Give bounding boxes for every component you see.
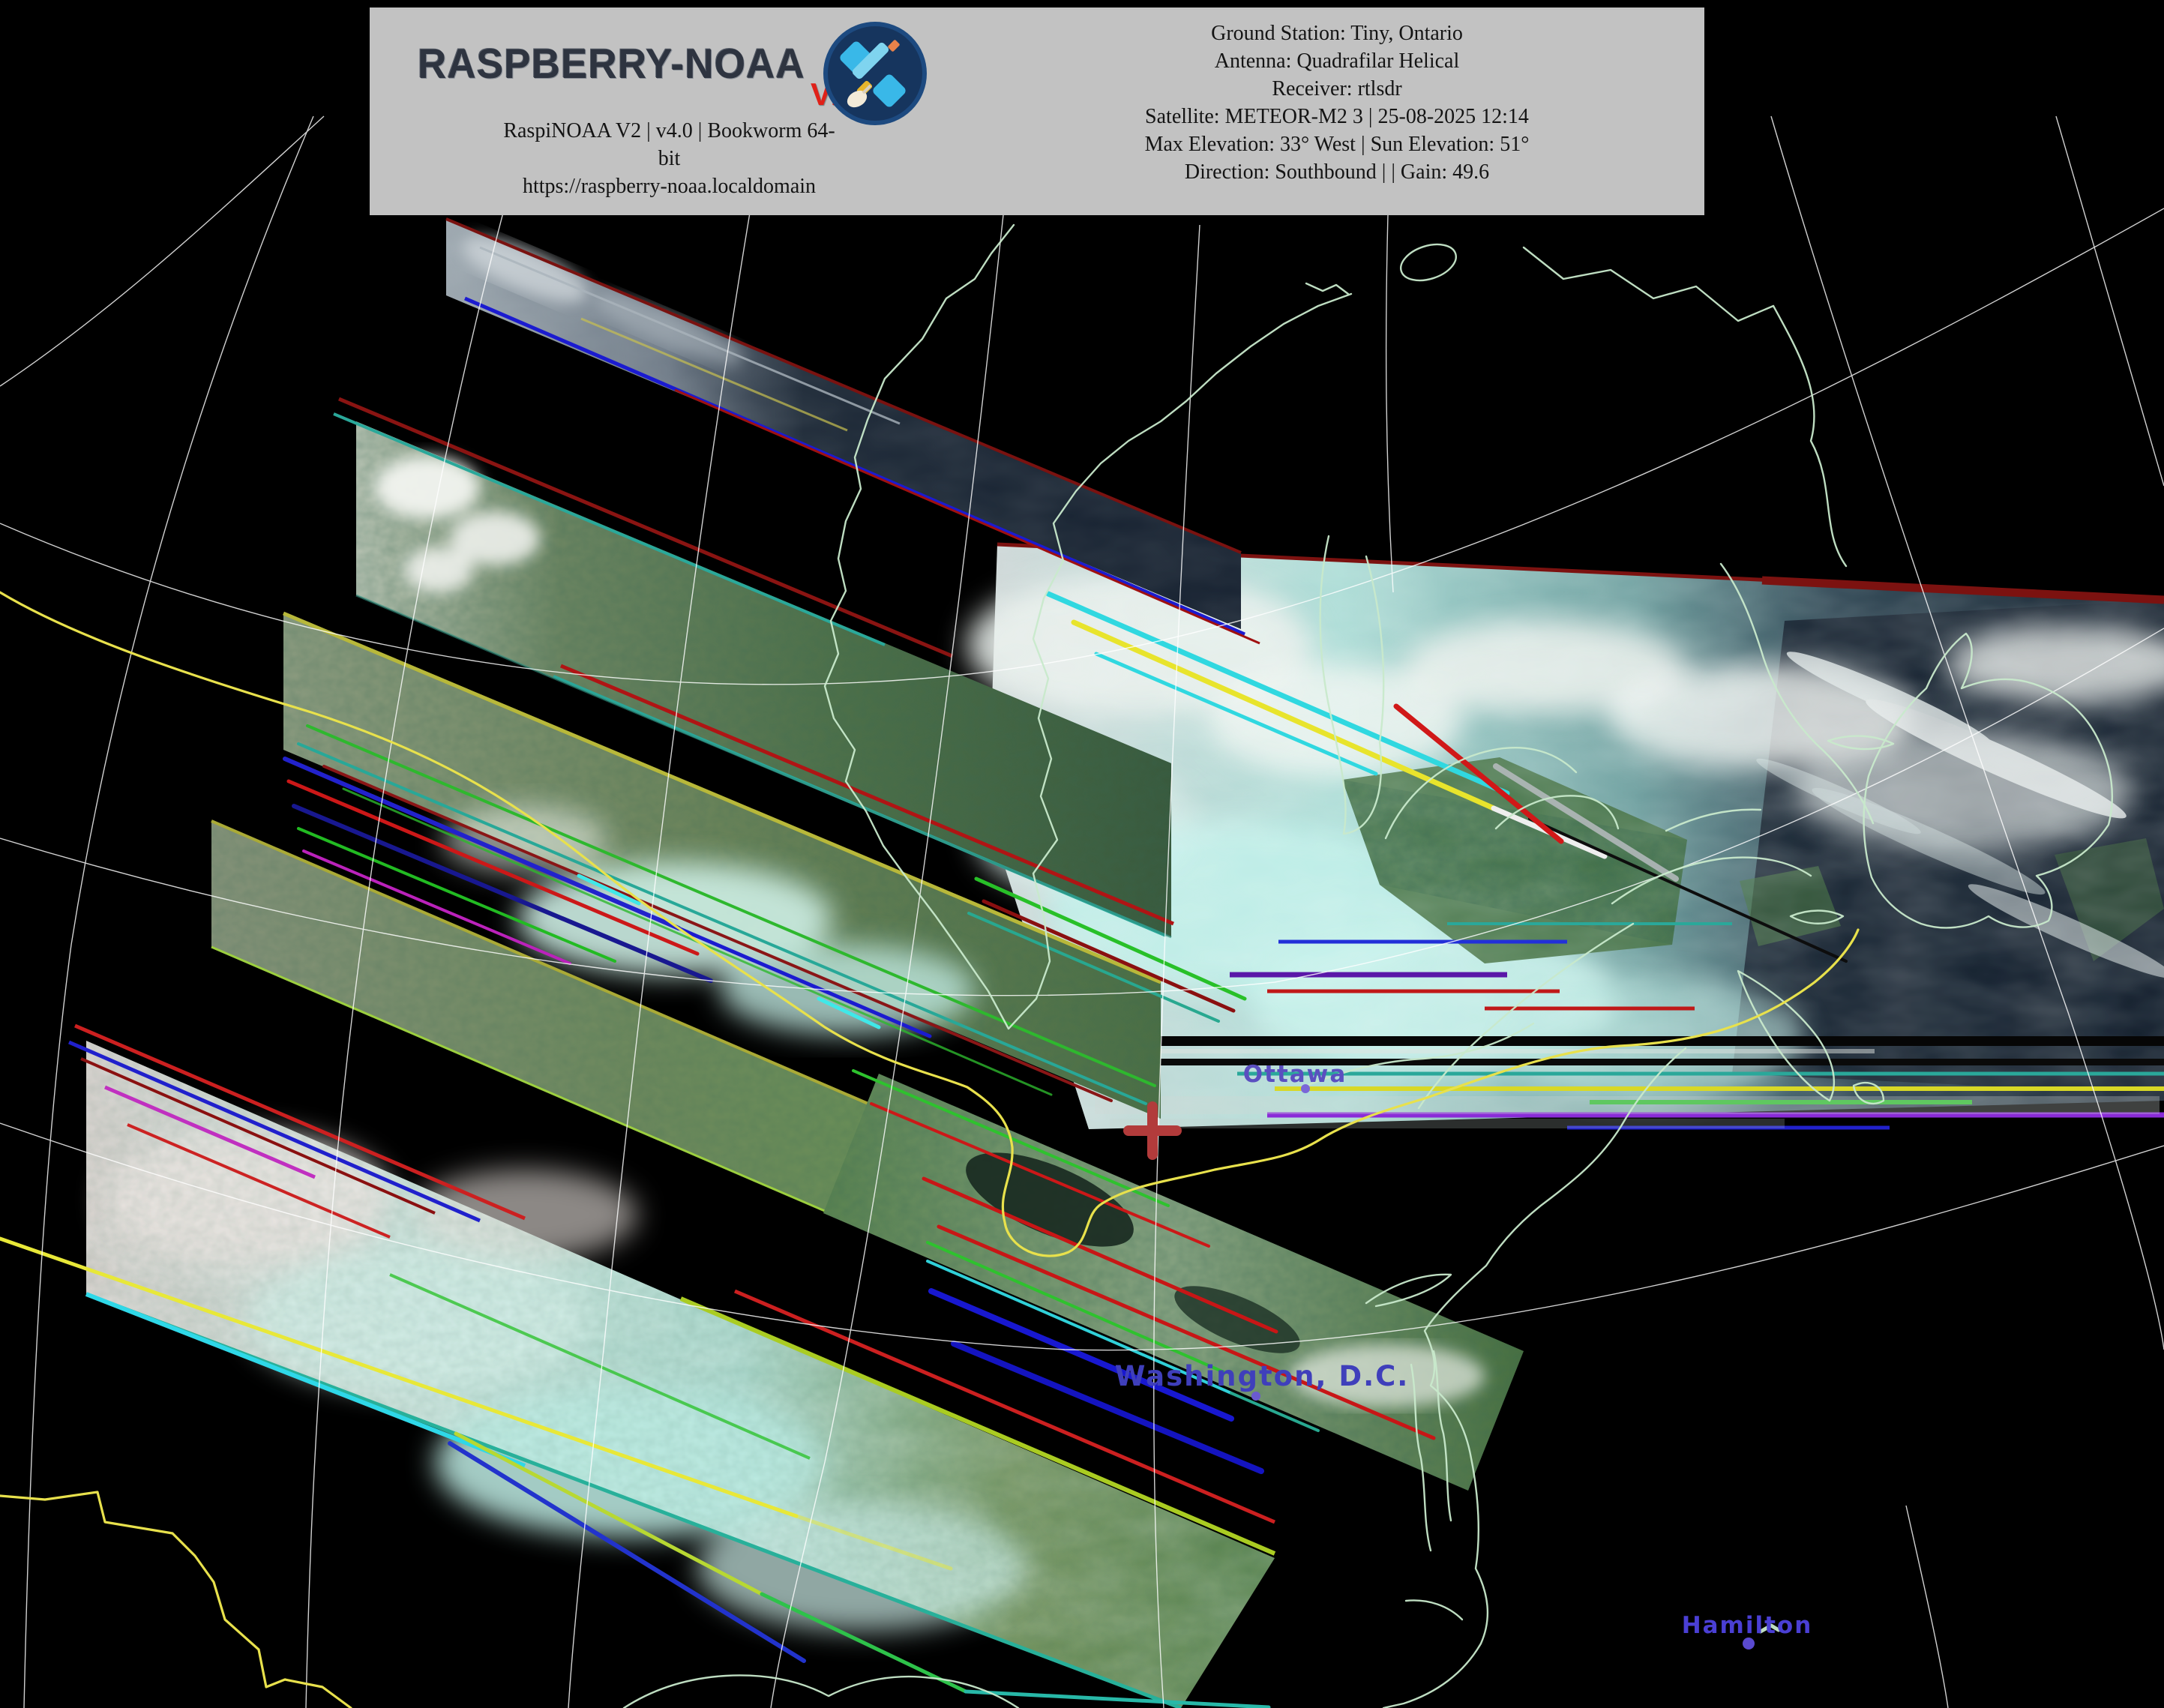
- city-dot-washington: [1251, 1392, 1260, 1401]
- raspberry-noaa-logo: RASPBERRY-NOAA V2: [370, 18, 970, 125]
- banner-left-column: RASPBERRY-NOAA V2 RaspiNOAA V2 | v4.0 | …: [370, 7, 970, 215]
- coastlines: [622, 223, 2114, 1708]
- city-hamilton: Hamilton: [1682, 1612, 1813, 1650]
- banner-left-text: RaspiNOAA V2 | v4.0 | Bookworm 64-bit ht…: [499, 117, 840, 200]
- city-ottawa: Ottawa: [1243, 1061, 1347, 1093]
- antenna-line: Antenna: Quadrafilar Helical: [1214, 49, 1460, 73]
- city-dot-ottawa: [1301, 1084, 1310, 1093]
- swath-band-5: [68, 1023, 1276, 1708]
- city-dot-hamilton: [1743, 1638, 1755, 1650]
- satellite-line: Satellite: METEOR-M2 3 | 25-08-2025 12:1…: [1145, 105, 1529, 128]
- app-url-line: https://raspberry-noaa.localdomain: [522, 175, 817, 198]
- swath-main: [967, 542, 2164, 1130]
- glitch-rows: [1087, 922, 2164, 1130]
- header-banner: RASPBERRY-NOAA V2 RaspiNOAA V2 | v4.0 | …: [370, 7, 1704, 215]
- center-streaks: [852, 876, 1436, 1474]
- satellite-logo-icon: [823, 22, 927, 125]
- logo-wordmark: RASPBERRY-NOAA: [418, 40, 805, 87]
- ground-station-marker: [1123, 1101, 1182, 1160]
- app-version-line: RaspiNOAA V2 | v4.0 | Bookworm 64-bit: [503, 119, 835, 170]
- bottom-streaks: [0, 1236, 1271, 1708]
- city-label-ottawa: Ottawa: [1243, 1061, 1347, 1088]
- receiver-line: Receiver: rtlsdr: [1272, 77, 1402, 100]
- country-borders: [0, 591, 1860, 1708]
- city-label-hamilton: Hamilton: [1682, 1612, 1813, 1639]
- elevation-line: Max Elevation: 33° West | Sun Elevation:…: [1144, 133, 1530, 156]
- swath-band-1: [445, 217, 1260, 645]
- swath-band-6: [823, 1074, 1524, 1491]
- banner-station-info: Ground Station: Tiny, Ontario Antenna: Q…: [970, 7, 1704, 215]
- graticule: [0, 115, 2164, 1708]
- swath-band-2: [333, 397, 1174, 939]
- swath-streaks: [1045, 591, 1848, 963]
- city-washington: Washington, D.C.: [1115, 1360, 1410, 1401]
- ground-station-line: Ground Station: Tiny, Ontario: [1211, 22, 1463, 45]
- direction-gain-line: Direction: Southbound | | Gain: 49.6: [1184, 160, 1490, 184]
- city-label-washington: Washington, D.C.: [1115, 1360, 1410, 1392]
